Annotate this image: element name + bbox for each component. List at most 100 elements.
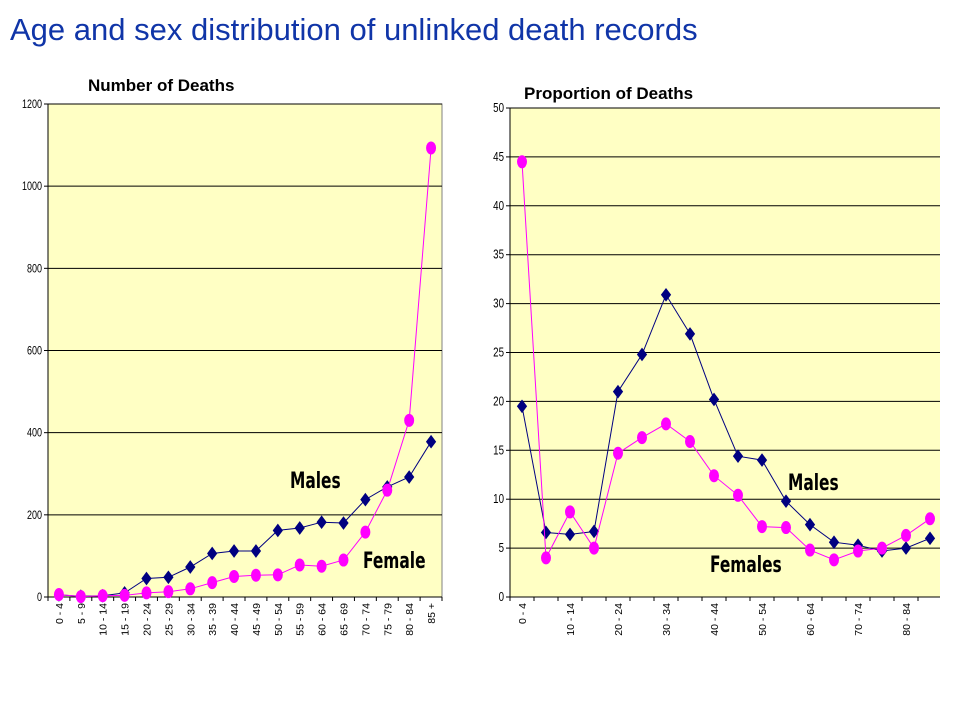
data-point-female <box>163 585 174 599</box>
y-tick-label: 40 <box>493 200 504 214</box>
data-point-females <box>805 543 815 557</box>
data-point-males <box>316 515 327 530</box>
data-point-males <box>360 492 371 507</box>
data-point-males <box>708 392 720 407</box>
data-point-males <box>564 527 576 542</box>
data-point-female <box>75 590 86 604</box>
number-of-deaths-chart: 0 200 400 600 800 1000 1200 0 - 4 5 - 9 10 - 14 15… <box>22 98 443 636</box>
data-point-males <box>250 544 262 558</box>
data-point-males <box>540 525 552 540</box>
x-tick-label: 30 - 34 <box>185 603 197 636</box>
data-point-females <box>685 434 695 448</box>
data-point-males <box>924 531 936 546</box>
data-point-males <box>660 287 672 302</box>
data-point-female <box>404 413 415 427</box>
data-point-males <box>732 449 744 464</box>
data-point-females <box>709 469 719 483</box>
data-point-females <box>781 521 791 535</box>
data-point-female <box>141 586 152 600</box>
x-tick-label: 75 - 79 <box>382 603 394 636</box>
data-point-females <box>757 520 767 534</box>
chart-title-number: Number of Deaths <box>88 76 235 95</box>
data-point-female <box>185 582 196 596</box>
data-point-females <box>541 551 551 565</box>
annotation-females: Females <box>710 552 782 578</box>
x-tick-label: 50 - 54 <box>757 603 769 636</box>
annotation-males: Males <box>788 470 839 496</box>
data-point-females <box>661 417 671 431</box>
page-title: Age and sex distribution of unlinked dea… <box>10 12 698 47</box>
x-tick-label: 0 - 4 <box>517 603 529 624</box>
y-tick-label: 800 <box>27 262 42 276</box>
data-point-males <box>404 470 415 484</box>
data-point-females <box>565 505 575 519</box>
data-point-males <box>516 399 528 414</box>
data-point-males <box>612 384 624 399</box>
data-point-female <box>382 483 393 497</box>
y-tick-label: 600 <box>27 344 42 358</box>
data-point-female <box>426 141 437 155</box>
proportion-of-deaths-chart: 0 5 10 15 20 25 30 35 40 45 50 0 - 4 10 - 14 20 - 24 3… <box>493 102 940 636</box>
y-tick-label: 1200 <box>22 98 42 112</box>
x-tick-label: 65 - 69 <box>339 603 351 636</box>
data-point-female <box>338 553 349 567</box>
y-tick-label: 45 <box>493 151 504 165</box>
data-point-males <box>294 521 305 535</box>
x-tick-label: 20 - 24 <box>613 603 625 636</box>
data-point-female <box>229 569 240 583</box>
x-tick-label: 30 - 34 <box>661 603 673 636</box>
data-point-males <box>588 524 600 539</box>
x-tick-label: 60 - 64 <box>317 603 329 636</box>
data-point-males <box>636 347 648 362</box>
x-tick-label: 40 - 44 <box>709 603 721 636</box>
x-tick-label: 70 - 74 <box>853 603 865 636</box>
data-point-females <box>901 528 911 542</box>
data-point-female <box>119 588 130 602</box>
x-tick-label: 35 - 39 <box>207 603 219 636</box>
data-point-female <box>250 568 261 582</box>
data-point-males <box>756 453 768 467</box>
data-point-males <box>338 516 349 530</box>
data-point-males <box>900 541 912 555</box>
x-tick-label: 10 - 14 <box>98 603 110 636</box>
y-tick-label: 50 <box>493 102 504 116</box>
data-point-males <box>163 570 174 585</box>
y-tick-label: 400 <box>27 426 42 440</box>
x-tick-label: 0 - 4 <box>54 603 66 624</box>
data-point-females <box>877 541 887 555</box>
data-point-males <box>228 544 240 558</box>
data-point-females <box>589 541 599 555</box>
data-point-males <box>185 560 196 574</box>
data-point-females <box>613 446 623 460</box>
y-tick-label: 1000 <box>22 180 42 194</box>
x-tick-label: 40 - 44 <box>229 603 241 636</box>
data-point-female <box>360 525 371 539</box>
data-point-female <box>53 588 64 602</box>
y-tick-label: 0 <box>499 591 504 605</box>
x-tick-label: 45 - 49 <box>251 603 263 636</box>
data-point-female <box>316 559 327 573</box>
y-tick-label: 10 <box>493 493 504 507</box>
data-point-female <box>97 589 108 603</box>
y-tick-label: 35 <box>493 249 504 263</box>
chart-title-proportion: Proportion of Deaths <box>524 84 694 103</box>
x-tick-label: 60 - 64 <box>805 603 817 636</box>
x-tick-label: 85 + <box>426 603 438 624</box>
y-tick-label: 0 <box>37 591 42 605</box>
data-point-males <box>272 523 283 538</box>
annotation-males: Males <box>290 468 341 494</box>
data-point-males <box>425 434 437 449</box>
data-point-female <box>272 568 283 582</box>
x-tick-label: 20 - 24 <box>142 603 154 636</box>
data-point-males <box>684 327 696 341</box>
x-tick-label: 5 - 9 <box>76 603 88 624</box>
data-point-female <box>294 558 305 572</box>
y-tick-label: 5 <box>499 542 504 556</box>
annotation-female: Female <box>363 548 426 574</box>
x-tick-label: 70 - 74 <box>360 603 372 636</box>
x-tick-label: 50 - 54 <box>273 603 285 636</box>
data-point-males <box>828 535 840 550</box>
y-tick-label: 30 <box>493 297 504 311</box>
data-point-females <box>517 155 527 169</box>
data-point-females <box>829 553 839 567</box>
